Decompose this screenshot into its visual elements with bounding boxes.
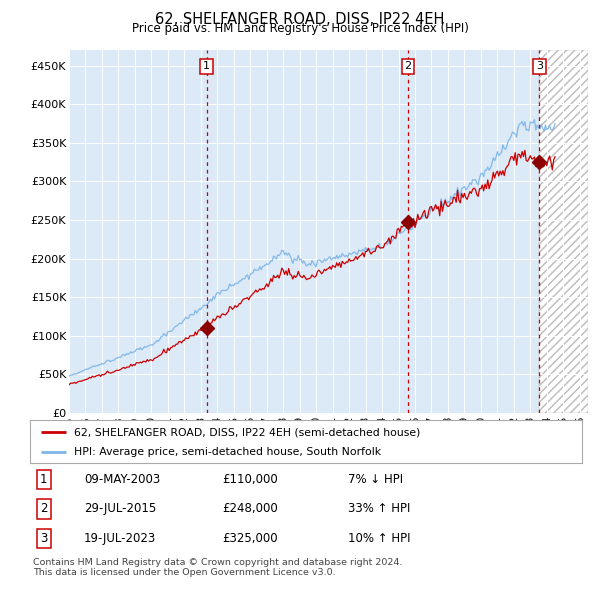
Text: 2: 2 <box>40 502 47 516</box>
Text: £248,000: £248,000 <box>222 502 278 516</box>
Text: 19-JUL-2023: 19-JUL-2023 <box>84 532 156 545</box>
Text: Price paid vs. HM Land Registry's House Price Index (HPI): Price paid vs. HM Land Registry's House … <box>131 22 469 35</box>
Text: 1: 1 <box>40 473 47 486</box>
Text: £325,000: £325,000 <box>222 532 278 545</box>
Text: 62, SHELFANGER ROAD, DISS, IP22 4EH: 62, SHELFANGER ROAD, DISS, IP22 4EH <box>155 12 445 27</box>
Text: 7% ↓ HPI: 7% ↓ HPI <box>348 473 403 486</box>
Text: 09-MAY-2003: 09-MAY-2003 <box>84 473 160 486</box>
Text: £110,000: £110,000 <box>222 473 278 486</box>
Text: 1: 1 <box>203 61 210 71</box>
Text: HPI: Average price, semi-detached house, South Norfolk: HPI: Average price, semi-detached house,… <box>74 447 381 457</box>
Text: 3: 3 <box>40 532 47 545</box>
Text: 3: 3 <box>536 61 543 71</box>
Text: 29-JUL-2015: 29-JUL-2015 <box>84 502 156 516</box>
Bar <box>539 50 588 413</box>
Text: Contains HM Land Registry data © Crown copyright and database right 2024.
This d: Contains HM Land Registry data © Crown c… <box>33 558 403 577</box>
Text: 2: 2 <box>404 61 412 71</box>
Text: 62, SHELFANGER ROAD, DISS, IP22 4EH (semi-detached house): 62, SHELFANGER ROAD, DISS, IP22 4EH (sem… <box>74 427 421 437</box>
Text: 33% ↑ HPI: 33% ↑ HPI <box>348 502 410 516</box>
Bar <box>539 50 588 413</box>
Text: 10% ↑ HPI: 10% ↑ HPI <box>348 532 410 545</box>
